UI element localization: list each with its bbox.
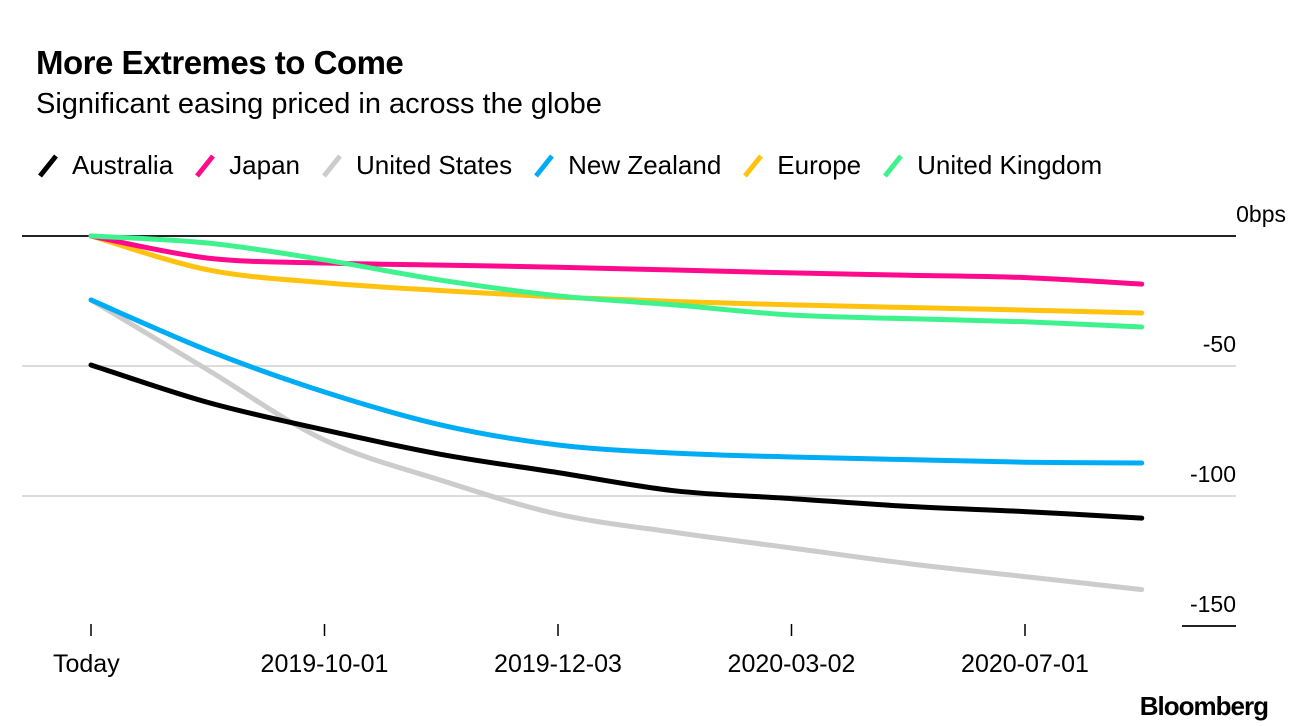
legend-swatch-icon — [883, 153, 904, 178]
legend-item-europe: Europe — [741, 150, 861, 181]
legend-label: United States — [356, 150, 513, 180]
legend-item-japan: Japan — [193, 150, 300, 181]
x-tick-label: 2020-07-01 — [961, 650, 1089, 678]
x-tick-label: 2019-10-01 — [261, 650, 389, 678]
series-line-australia — [88, 362, 1145, 521]
legend-swatch-icon — [38, 153, 58, 178]
y-tick-label: 0bps — [1236, 201, 1286, 227]
y-tick-label: -150 — [1190, 591, 1236, 617]
legend-item-australia: Australia — [36, 150, 173, 181]
series-line-new-zealand — [88, 297, 1145, 466]
x-tick-label: Today — [53, 650, 120, 678]
legend-swatch-icon — [195, 153, 216, 178]
legend-swatch-icon — [322, 153, 342, 178]
legend-label: Japan — [229, 150, 300, 180]
legend-label: United Kingdom — [917, 150, 1103, 180]
y-tick-label: -50 — [1203, 331, 1236, 357]
series-line-united-states — [88, 297, 1145, 593]
series-line-japan — [88, 233, 1145, 287]
legend-label: New Zealand — [568, 150, 722, 180]
series-line-united-kingdom — [88, 233, 1145, 330]
legend-label: Australia — [72, 150, 174, 180]
legend-item-united-kingdom: United Kingdom — [881, 150, 1102, 181]
x-tick-label: 2020-03-02 — [728, 650, 856, 678]
legend-swatch-icon — [534, 153, 555, 178]
x-tick-label: 2019-12-03 — [494, 650, 622, 678]
chart-subtitle: Significant easing priced in across the … — [36, 88, 602, 120]
legend-item-united-states: United States — [320, 150, 512, 181]
chart-title: More Extremes to Come — [36, 44, 404, 81]
legend-item-new-zealand: New Zealand — [532, 150, 721, 181]
y-tick-label: -100 — [1190, 461, 1236, 487]
bloomberg-logo: Bloomberg — [1139, 691, 1269, 721]
legend-swatch-icon — [743, 153, 764, 178]
legend: Australia Japan United States New Zealand Eu… — [36, 150, 1122, 181]
legend-label: Europe — [777, 150, 862, 180]
